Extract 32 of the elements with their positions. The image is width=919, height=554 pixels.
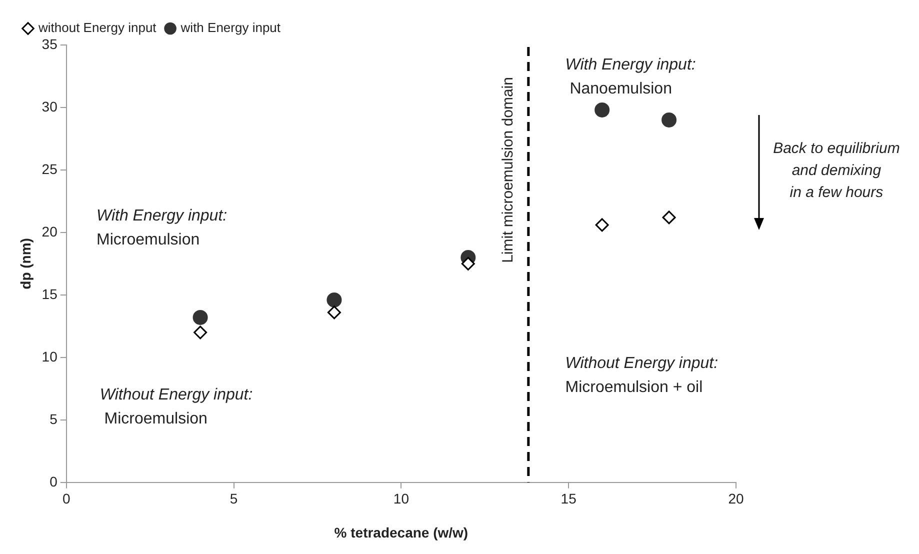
x-tick-label: 0 bbox=[62, 490, 70, 507]
y-tick-label: 0 bbox=[50, 473, 58, 490]
point bbox=[327, 306, 341, 320]
annotation: Without Energy input: Microemulsion + oil bbox=[565, 355, 718, 396]
y-tick-label: 15 bbox=[42, 286, 58, 302]
y-axis-title: dp (nm) bbox=[17, 238, 34, 290]
point bbox=[595, 218, 609, 232]
point bbox=[326, 292, 342, 308]
ref-line-label: Limit microemulsion domain bbox=[500, 77, 517, 263]
y-tick-label: 5 bbox=[50, 410, 58, 427]
legend-label: without Energy input bbox=[38, 20, 157, 36]
x-tick-label: 20 bbox=[728, 490, 744, 507]
y-tick-label: 25 bbox=[42, 160, 58, 177]
annotation: With Energy input: Nanoemulsion bbox=[565, 56, 696, 98]
y-tick-label: 20 bbox=[42, 223, 58, 240]
point bbox=[662, 210, 676, 224]
point bbox=[662, 112, 677, 128]
x-tick-label: 10 bbox=[393, 490, 410, 507]
annotation: With Energy input: Microemulsion bbox=[96, 208, 228, 249]
point bbox=[194, 326, 208, 340]
x-tick-label: 5 bbox=[230, 490, 238, 507]
y-tick-label: 10 bbox=[42, 348, 58, 364]
y-tick-label: 30 bbox=[42, 98, 58, 114]
text: Back to equilibrium and demixing in a few hours bbox=[773, 140, 900, 201]
point bbox=[461, 256, 475, 270]
x-tick-label: 15 bbox=[560, 490, 577, 507]
x-axis-title: % tetradecane (w/w) bbox=[334, 524, 468, 540]
legend-label: with Energy input bbox=[180, 20, 281, 36]
y-tick-label: 35 bbox=[42, 36, 58, 52]
annotation: Without Energy input: Microemulsion bbox=[100, 386, 253, 428]
point bbox=[594, 102, 610, 118]
point bbox=[192, 310, 208, 325]
